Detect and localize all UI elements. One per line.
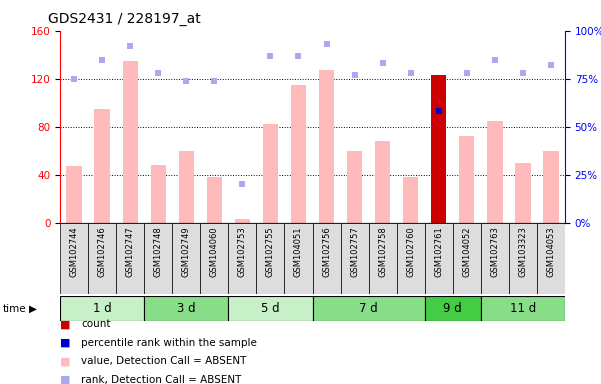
Bar [431,75,447,223]
Bar [66,166,82,223]
Bar [228,296,313,321]
Text: GSM102749: GSM102749 [182,226,191,277]
Bar [375,141,391,223]
Bar [537,223,565,294]
Text: percentile rank within the sample: percentile rank within the sample [81,338,257,348]
Bar [234,219,250,223]
Text: GSM104052: GSM104052 [462,226,471,277]
Text: GSM102761: GSM102761 [435,226,443,277]
Text: ■: ■ [60,319,70,329]
Bar [543,151,558,223]
Text: GSM102748: GSM102748 [154,226,163,277]
Bar [60,223,88,294]
Bar [228,223,257,294]
Bar [403,177,418,223]
Text: GSM102758: GSM102758 [378,226,387,277]
Text: GSM104051: GSM104051 [294,226,303,277]
Bar [116,223,144,294]
Bar [263,124,278,223]
Bar [200,223,228,294]
Text: GSM104060: GSM104060 [210,226,219,277]
Text: GSM102763: GSM102763 [490,226,499,277]
Text: GSM102746: GSM102746 [98,226,106,277]
Bar [453,223,481,294]
Bar [481,223,509,294]
Text: 3 d: 3 d [177,302,195,314]
Bar [397,223,425,294]
Text: count: count [81,319,111,329]
Text: GSM102760: GSM102760 [406,226,415,277]
Text: GSM102744: GSM102744 [70,226,79,277]
Text: GSM102755: GSM102755 [266,226,275,277]
Bar [144,223,172,294]
Text: time: time [3,304,26,314]
Bar [144,296,228,321]
Bar [481,296,565,321]
Bar [172,223,200,294]
Bar [368,223,397,294]
Bar [291,85,306,223]
Text: GSM103323: GSM103323 [519,226,527,277]
Text: 5 d: 5 d [261,302,279,314]
Bar [487,121,502,223]
Text: 7 d: 7 d [359,302,378,314]
Text: GDS2431 / 228197_at: GDS2431 / 228197_at [48,12,201,25]
Bar [88,223,116,294]
Text: GSM104053: GSM104053 [546,226,555,277]
Text: ■: ■ [60,356,70,366]
Bar [313,223,341,294]
Bar [509,223,537,294]
Bar [319,70,334,223]
Bar [94,109,110,223]
Text: GSM102756: GSM102756 [322,226,331,277]
Text: GSM102747: GSM102747 [126,226,135,277]
Text: GSM102757: GSM102757 [350,226,359,277]
Text: 11 d: 11 d [510,302,536,314]
Bar [207,177,222,223]
Text: ■: ■ [60,375,70,384]
Bar [515,163,531,223]
Bar [459,136,474,223]
Bar [178,151,194,223]
Bar [60,296,144,321]
Bar [341,223,368,294]
Text: rank, Detection Call = ABSENT: rank, Detection Call = ABSENT [81,375,242,384]
Bar [123,61,138,223]
Bar [347,151,362,223]
Bar [313,296,425,321]
Bar [425,296,481,321]
Bar [284,223,313,294]
Text: 9 d: 9 d [444,302,462,314]
Bar [257,223,284,294]
Text: value, Detection Call = ABSENT: value, Detection Call = ABSENT [81,356,246,366]
Text: GSM102753: GSM102753 [238,226,247,277]
Bar [425,223,453,294]
Text: 1 d: 1 d [93,302,112,314]
Text: ■: ■ [60,338,70,348]
Text: ▶: ▶ [29,304,37,314]
Bar [150,165,166,223]
